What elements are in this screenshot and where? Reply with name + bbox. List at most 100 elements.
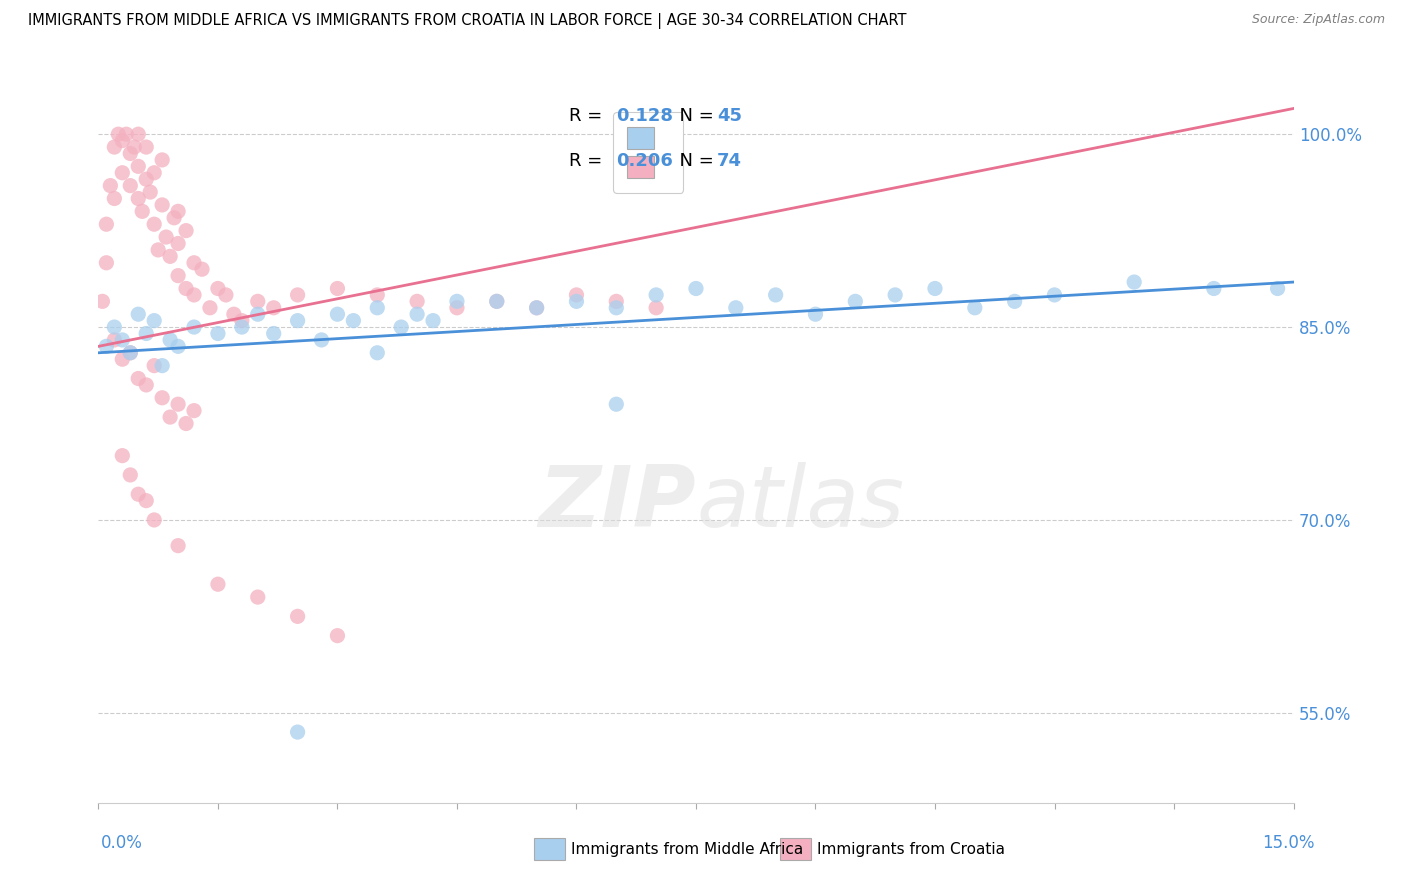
Point [120, 146, 142, 161]
Text: Immigrants from Middle Africa: Immigrants from Middle Africa [571, 842, 803, 856]
Point [143, 217, 166, 231]
Point [135, 172, 157, 186]
Point [326, 281, 349, 295]
Point [91, 294, 114, 309]
Point [389, 320, 412, 334]
Point [326, 629, 349, 643]
Text: R =: R = [569, 107, 609, 125]
Point [120, 345, 142, 359]
Point [150, 153, 173, 167]
Point [96, 256, 118, 270]
Point [231, 320, 253, 334]
Point [127, 192, 149, 206]
Point [127, 159, 149, 173]
Point [485, 294, 508, 309]
Text: 74: 74 [717, 152, 742, 169]
Point [143, 166, 166, 180]
Point [183, 320, 205, 334]
Point [222, 307, 245, 321]
Point [924, 281, 946, 295]
Point [287, 313, 309, 327]
Point [215, 288, 238, 302]
Legend: , : , [613, 112, 683, 193]
Point [111, 134, 134, 148]
Point [446, 294, 468, 309]
Point [1267, 281, 1289, 295]
Text: IMMIGRANTS FROM MIDDLE AFRICA VS IMMIGRANTS FROM CROATIA IN LABOR FORCE | AGE 30: IMMIGRANTS FROM MIDDLE AFRICA VS IMMIGRA… [28, 13, 907, 29]
Point [159, 249, 181, 263]
Text: atlas: atlas [696, 461, 904, 545]
Point [143, 313, 166, 327]
Point [111, 166, 134, 180]
Point [963, 301, 986, 315]
Point [311, 333, 333, 347]
Point [183, 288, 205, 302]
Text: R =: R = [569, 152, 609, 169]
Point [231, 313, 253, 327]
Point [366, 301, 388, 315]
Point [207, 326, 229, 341]
Point [127, 487, 149, 501]
Point [159, 410, 181, 425]
Point [884, 288, 907, 302]
Point [135, 493, 157, 508]
Point [111, 333, 134, 347]
Point [127, 127, 149, 141]
Point [167, 236, 190, 251]
Point [366, 345, 388, 359]
Point [167, 204, 190, 219]
Point [150, 391, 173, 405]
Point [150, 198, 173, 212]
Text: 15.0%: 15.0% [1263, 834, 1315, 852]
Point [163, 211, 186, 225]
Point [1004, 294, 1026, 309]
Point [1043, 288, 1066, 302]
Point [120, 467, 142, 482]
Point [183, 256, 205, 270]
Point [1123, 275, 1146, 289]
Point [111, 449, 134, 463]
Text: ZIP: ZIP [538, 461, 696, 545]
Point [96, 339, 118, 353]
Point [127, 371, 149, 385]
Point [605, 294, 627, 309]
Point [107, 127, 129, 141]
Point [263, 326, 285, 341]
Point [143, 513, 166, 527]
Text: 45: 45 [717, 107, 742, 125]
Point [685, 281, 707, 295]
Point [174, 224, 197, 238]
Point [167, 339, 190, 353]
Point [406, 294, 429, 309]
Point [135, 378, 157, 392]
Point [342, 313, 364, 327]
Point [96, 217, 118, 231]
Point [183, 403, 205, 417]
Point [526, 301, 548, 315]
Point [159, 333, 181, 347]
Point [207, 281, 229, 295]
Point [127, 307, 149, 321]
Point [246, 294, 269, 309]
Point [131, 204, 153, 219]
Point [605, 301, 627, 315]
Point [139, 185, 162, 199]
Text: N =: N = [668, 152, 720, 169]
Text: Source: ZipAtlas.com: Source: ZipAtlas.com [1251, 13, 1385, 27]
Point [103, 333, 125, 347]
Point [115, 127, 138, 141]
Point [645, 288, 668, 302]
Point [207, 577, 229, 591]
Point [263, 301, 285, 315]
Point [120, 345, 142, 359]
Point [103, 192, 125, 206]
Point [98, 178, 122, 193]
Text: 0.0%: 0.0% [101, 834, 143, 852]
Point [124, 140, 146, 154]
Point [605, 397, 627, 411]
Point [366, 288, 388, 302]
Point [565, 288, 588, 302]
Point [148, 243, 170, 257]
Point [155, 230, 177, 244]
Point [446, 301, 468, 315]
